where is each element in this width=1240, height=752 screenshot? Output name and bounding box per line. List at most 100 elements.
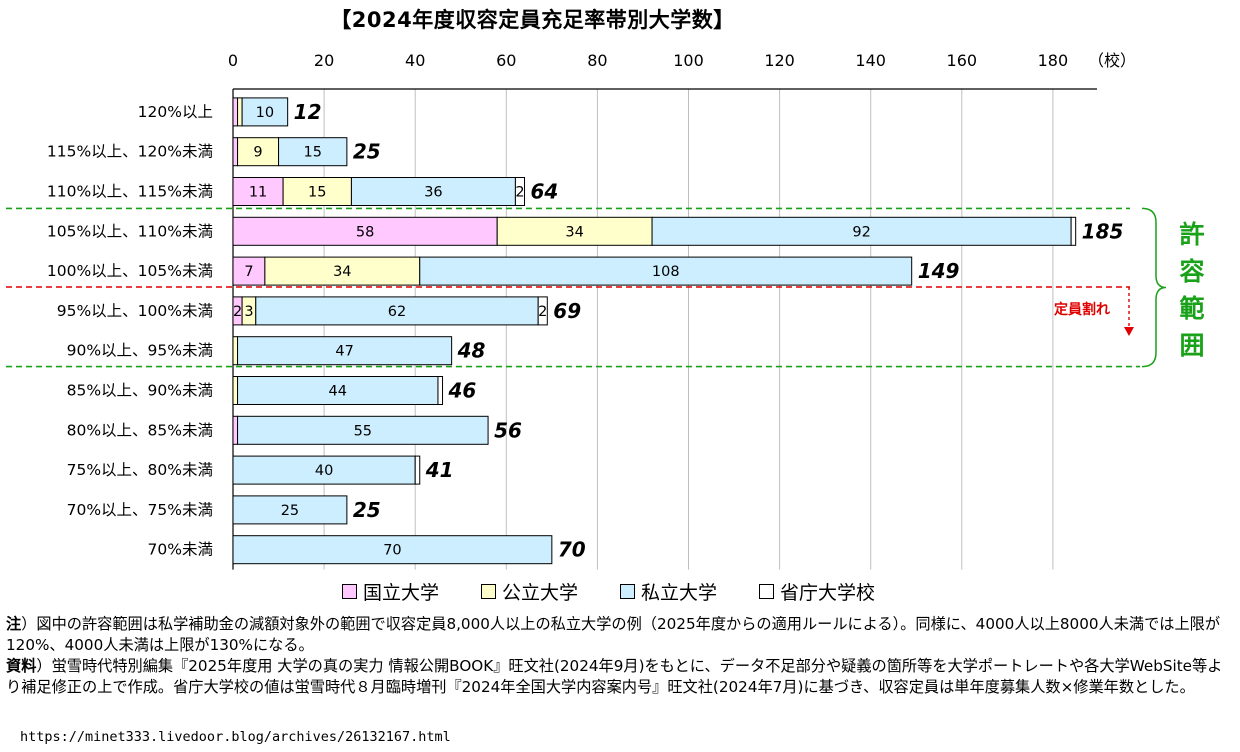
- segment-label: 34: [333, 264, 351, 280]
- x-tick-label: 180: [1038, 51, 1069, 70]
- segment-label: 2: [538, 304, 547, 320]
- segment-label: 11: [249, 185, 267, 201]
- legend-label: 国立大学: [363, 582, 440, 604]
- segment-label: 108: [652, 264, 680, 280]
- quota-arrow-head: [1124, 327, 1134, 336]
- x-tick-label: 20: [314, 51, 334, 70]
- bar-segment: [437, 376, 444, 405]
- legend-swatch: [620, 584, 636, 599]
- total-label: 64: [531, 180, 559, 204]
- bar-segment: [414, 455, 421, 485]
- segment-label: 36: [424, 185, 442, 201]
- segment-label: 3: [244, 304, 253, 320]
- segment-label: 34: [565, 224, 583, 240]
- segment-label: 44: [329, 384, 347, 400]
- total-label: 46: [448, 379, 477, 403]
- x-tick-label: 60: [496, 51, 516, 70]
- bar-segment: [255, 296, 539, 326]
- legend-label: 公立大学: [502, 582, 579, 604]
- segment-label: 15: [308, 185, 326, 201]
- bar-segment: [232, 137, 239, 167]
- bar-segment: [537, 296, 548, 326]
- segment-label: 2: [233, 304, 242, 320]
- allowable-range-label: 許容範囲: [1179, 220, 1205, 360]
- legend-item: 私立大学: [620, 578, 717, 605]
- segment-label: 9: [253, 145, 262, 161]
- segment-label: 15: [303, 145, 321, 161]
- total-label: 69: [553, 299, 581, 323]
- notes: 注）図中の許容範囲は私学補助金の減額対象外の範囲で収容定員8,000人以上の私立…: [6, 614, 1234, 698]
- source-url: https://minet333.livedoor.blog/archives/…: [20, 729, 451, 745]
- segment-label: 2: [515, 185, 524, 201]
- legend-swatch: [342, 584, 357, 599]
- legend-swatch: [759, 584, 775, 599]
- bar-segment: [232, 415, 239, 445]
- unit-label: （校）: [1088, 51, 1136, 70]
- segment-label: 62: [388, 304, 406, 320]
- category-label: 80%以上、85%未満: [67, 421, 213, 439]
- bar-segment: [232, 535, 553, 565]
- legend-label: 省庁大学校: [780, 582, 876, 604]
- bar-segment: [232, 97, 239, 127]
- bar-segment: [241, 97, 289, 127]
- segment-label: 40: [315, 463, 333, 479]
- x-tick-label: 100: [673, 51, 704, 70]
- total-label: 48: [457, 339, 486, 363]
- below-quota-label: 定員割れ: [1054, 302, 1110, 318]
- total-label: 25: [353, 140, 381, 164]
- allowable-bracket: [1141, 207, 1167, 368]
- note-annotation: 注）図中の許容範囲は私学補助金の減額対象外の範囲で収容定員8,000人以上の私立…: [6, 615, 1221, 654]
- bar-segment: [237, 376, 439, 405]
- segment-label: 58: [356, 224, 374, 240]
- segment-label: 47: [335, 344, 353, 360]
- category-label: 115%以上、120%未満: [47, 143, 213, 161]
- legend-item: 国立大学: [342, 578, 439, 605]
- bar-segment: [232, 376, 239, 405]
- total-label: 56: [494, 418, 522, 442]
- segment-label: 92: [852, 224, 870, 240]
- bar-segment: [419, 256, 913, 286]
- total-label: 70: [558, 538, 586, 562]
- bar-segment: [237, 97, 243, 127]
- x-tick-label: 160: [947, 51, 978, 70]
- total-label: 185: [1082, 219, 1124, 243]
- legend-item: 公立大学: [481, 578, 578, 605]
- category-label: 120%以上: [138, 103, 213, 121]
- segment-label: 7: [244, 264, 253, 280]
- category-label: 85%以上、90%未満: [67, 382, 213, 400]
- total-label: 12: [294, 100, 322, 124]
- legend-item: 省庁大学校: [759, 578, 875, 605]
- x-tick-label: 140: [855, 51, 886, 70]
- segment-label: 70: [383, 543, 401, 559]
- category-label: 90%以上、95%未満: [67, 342, 213, 360]
- bar-segment: [232, 216, 498, 246]
- legend-label: 私立大学: [641, 582, 718, 604]
- segment-label: 55: [354, 423, 372, 439]
- bar-segment: [237, 336, 453, 366]
- x-tick-label: 0: [228, 51, 238, 70]
- bar-segment: [514, 177, 526, 206]
- note-source: 資料）蛍雪時代特別編集『2025年度用 大学の真の実力 情報公開BOOK』旺文社…: [6, 657, 1223, 696]
- bar-segment: [1070, 216, 1077, 246]
- bar-segment: [232, 495, 348, 525]
- category-label: 105%以上、110%未満: [47, 222, 213, 240]
- bar-segment: [237, 415, 489, 445]
- x-tick-label: 40: [405, 51, 425, 70]
- total-label: 25: [353, 498, 381, 522]
- total-label: 149: [918, 259, 960, 283]
- legend-swatch: [481, 584, 497, 599]
- segment-label: 25: [281, 503, 299, 519]
- x-tick-label: 80: [587, 51, 607, 70]
- bar-segment: [232, 336, 239, 366]
- category-label: 95%以上、100%未満: [57, 302, 213, 320]
- category-label: 70%以上、75%未満: [67, 501, 213, 519]
- total-label: 41: [425, 458, 454, 482]
- legend: 国立大学 公立大学 私立大学 省庁大学校: [342, 578, 875, 605]
- category-label: 110%以上、115%未満: [47, 183, 213, 201]
- bar-segment: [278, 137, 348, 167]
- category-label: 75%以上、80%未満: [67, 461, 213, 479]
- bar-segment: [264, 256, 421, 286]
- bar-segment: [651, 216, 1072, 246]
- chart-title: 【2024年度収容定員充足率帯別大学数】: [330, 8, 735, 32]
- category-label: 70%未満: [148, 541, 213, 559]
